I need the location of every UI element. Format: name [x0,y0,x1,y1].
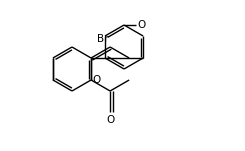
Text: O: O [137,20,145,30]
Text: O: O [106,115,114,125]
Text: Br: Br [97,34,108,44]
Text: O: O [92,75,100,85]
